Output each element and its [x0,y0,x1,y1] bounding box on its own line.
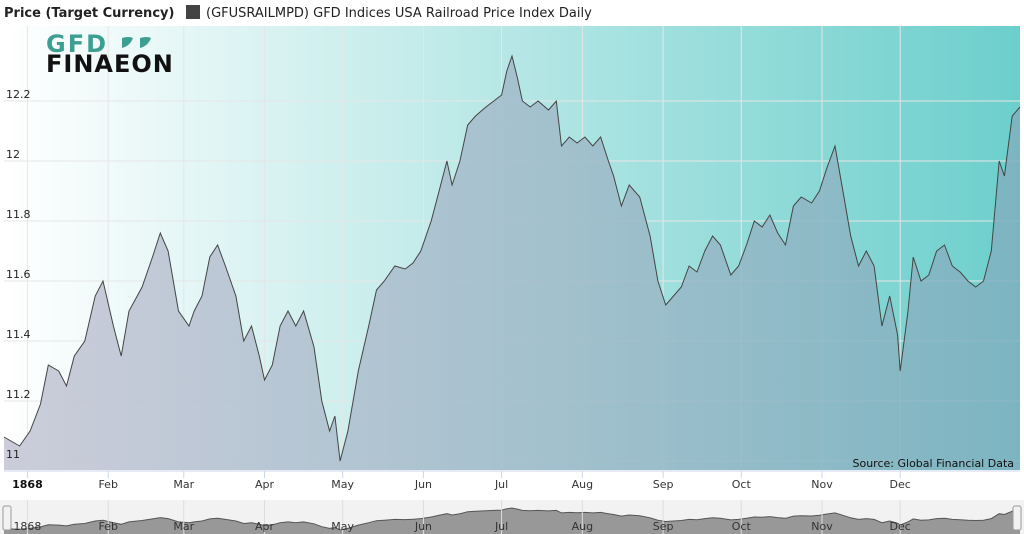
x-tick-label: 1868 [12,478,43,491]
logo: GFD FINAEON [46,30,174,78]
navigator-tick-label: Feb [98,520,117,533]
navigator-tick-label: May [331,520,354,533]
navigator-series [3,507,1021,534]
legend: Price (Target Currency) (GFUSRAILMPD) GF… [4,5,592,21]
y-axis: 11 11.2 11.4 11.6 11.8 12 12.2 [6,88,31,461]
navigator-tick-label: Mar [173,520,194,533]
y-tick-label: 11.6 [6,268,31,281]
navigator-area [4,508,1020,534]
y-tick-label: 11.8 [6,208,31,221]
x-axis: 1868 Feb Mar Apr May Jun Jul Aug Sep Oct Nov Dec [12,471,911,491]
x-tick-label: Oct [732,478,752,491]
leaf-icon [140,37,151,48]
legend-title: Price (Target Currency) [4,6,174,21]
y-tick-label: 11 [6,448,20,461]
x-tick-label: Jul [494,478,508,491]
navigator-tick-label: Apr [255,520,275,533]
x-tick-label: Feb [98,478,117,491]
navigator-right-handle[interactable] [1012,505,1022,531]
navigator-tick-label: Oct [732,520,752,533]
series-area [4,56,1020,470]
series-layer [3,54,1021,470]
navigator-tick-label: 1868 [13,520,41,533]
navigator-tick-label: Nov [811,520,833,533]
y-tick-label: 12.2 [6,88,31,101]
source-credit: Source: Global Financial Data [853,457,1015,470]
x-tick-label: Nov [811,478,833,491]
navigator-axis: 1868 Feb Mar Apr May Jun Jul Aug Sep Oct Nov Dec [13,500,911,534]
x-tick-label: Sep [653,478,674,491]
x-tick-label: Dec [890,478,911,491]
navigator-tick-label: Sep [653,520,674,533]
x-tick-label: Apr [255,478,275,491]
navigator-tick-label: Jul [494,520,508,533]
navigator-tick-label: Dec [890,520,911,533]
legend-swatch[interactable] [186,5,200,19]
navigator[interactable]: 1868 Feb Mar Apr May Jun Jul Aug Sep Oct Nov Dec [0,500,1024,534]
leaf-icon [122,37,133,48]
x-tick-label: Jun [414,478,432,491]
navigator-tick-label: Jun [414,520,432,533]
x-tick-label: Mar [173,478,194,491]
x-tick-label: May [331,478,354,491]
navigator-left-handle[interactable] [2,505,12,531]
logo-finaeon: FINAEON [46,50,174,78]
logo-gfd: GFD [46,30,108,58]
y-tick-label: 11.2 [6,388,31,401]
navigator-line [3,507,1021,531]
navigator-tick-label: Aug [572,520,593,533]
legend-series-label[interactable]: (GFUSRAILMPD) GFD Indices USA Railroad P… [206,6,592,21]
y-tick-label: 11.4 [6,328,31,341]
series-line[interactable] [3,54,1021,462]
x-tick-label: Aug [572,478,593,491]
y-tick-label: 12 [6,148,20,161]
